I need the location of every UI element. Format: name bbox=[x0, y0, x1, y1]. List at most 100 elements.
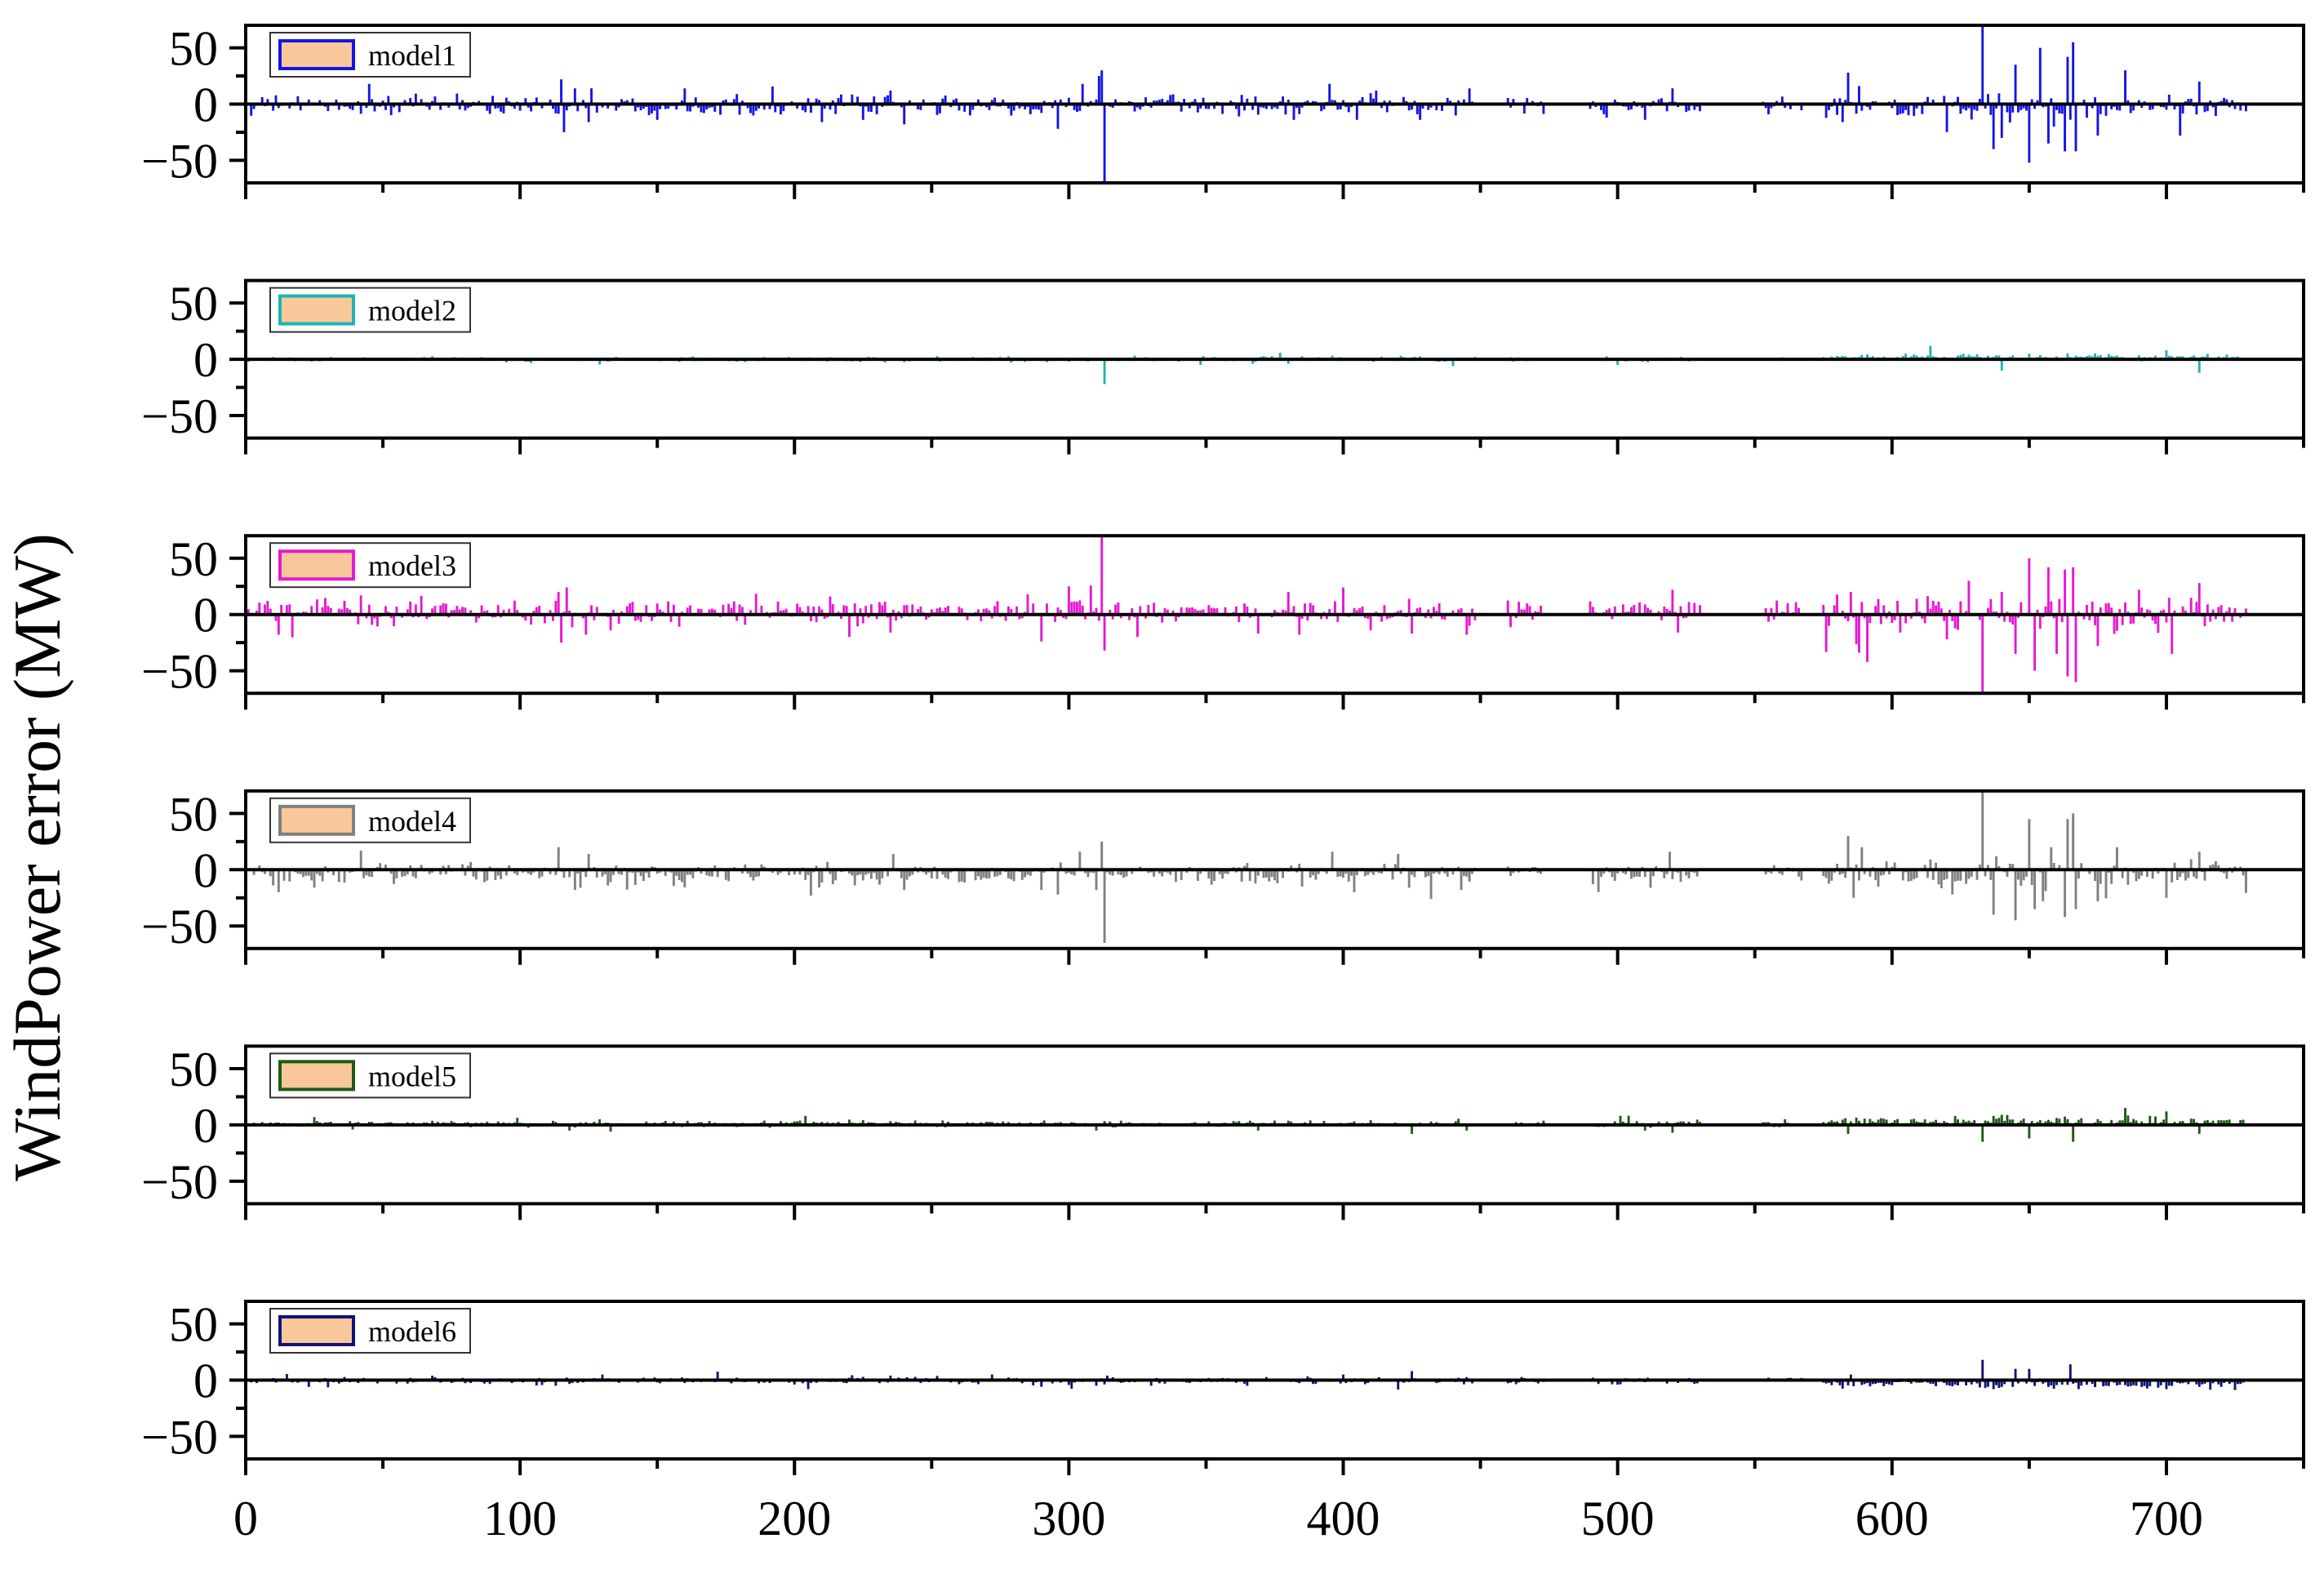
bar bbox=[1336, 614, 1340, 622]
bar bbox=[1273, 1120, 1276, 1125]
bar bbox=[700, 869, 703, 874]
bar bbox=[389, 614, 393, 619]
bar bbox=[689, 869, 691, 875]
bar bbox=[2022, 104, 2025, 109]
bar bbox=[540, 1380, 544, 1385]
bar bbox=[2162, 609, 2166, 615]
bar bbox=[1342, 1374, 1344, 1381]
bar bbox=[2137, 100, 2140, 104]
bar bbox=[1775, 600, 1779, 615]
bar bbox=[719, 104, 722, 115]
bar bbox=[1243, 865, 1246, 870]
bar bbox=[629, 603, 632, 615]
bar bbox=[1663, 869, 1666, 878]
bar bbox=[1682, 614, 1685, 619]
bar bbox=[754, 594, 758, 615]
bar bbox=[1506, 98, 1509, 104]
bar bbox=[1871, 1121, 1874, 1125]
bar bbox=[2088, 355, 2091, 360]
bar bbox=[601, 869, 604, 877]
bar bbox=[1262, 869, 1265, 878]
bar bbox=[722, 100, 725, 104]
bar bbox=[587, 854, 590, 870]
bar bbox=[889, 614, 892, 633]
bar bbox=[895, 614, 898, 621]
bar bbox=[909, 869, 911, 877]
bar bbox=[1992, 1115, 1995, 1125]
bar bbox=[1838, 1380, 1842, 1385]
bar bbox=[1978, 1380, 1981, 1388]
bar bbox=[2099, 607, 2102, 615]
bar bbox=[804, 869, 807, 880]
bar bbox=[554, 104, 558, 113]
bar bbox=[913, 1120, 917, 1125]
bar bbox=[1882, 1380, 1886, 1386]
bar bbox=[337, 869, 340, 883]
bar bbox=[625, 100, 629, 104]
bar bbox=[1471, 869, 1473, 874]
bar bbox=[393, 614, 395, 627]
bar bbox=[1300, 869, 1304, 887]
legend-label: model1 bbox=[368, 39, 456, 72]
bar bbox=[1040, 869, 1043, 891]
bar bbox=[1959, 869, 1962, 881]
bar bbox=[746, 104, 749, 109]
bar bbox=[2121, 614, 2124, 625]
bar bbox=[1062, 614, 1065, 618]
legend-model2: model2 bbox=[269, 287, 471, 333]
bar bbox=[1454, 104, 1457, 116]
bar bbox=[669, 614, 673, 622]
bar bbox=[2173, 104, 2176, 110]
bar bbox=[1591, 607, 1594, 615]
bar bbox=[1256, 1124, 1260, 1131]
bar bbox=[793, 869, 796, 875]
bar bbox=[576, 104, 580, 112]
bar bbox=[2028, 354, 2031, 360]
bar bbox=[925, 614, 928, 620]
bar bbox=[1951, 1380, 1954, 1387]
bar bbox=[1331, 852, 1334, 870]
bar bbox=[1180, 869, 1183, 880]
bar bbox=[2113, 614, 2116, 634]
bar bbox=[2110, 1119, 2113, 1125]
bar bbox=[2060, 1380, 2064, 1385]
bar bbox=[851, 869, 854, 876]
bar bbox=[1951, 614, 1954, 621]
bar bbox=[2244, 869, 2247, 893]
bar bbox=[903, 104, 906, 125]
bar bbox=[1344, 869, 1348, 874]
bar bbox=[1007, 606, 1010, 615]
bar bbox=[595, 104, 598, 113]
bar bbox=[839, 614, 842, 619]
bar bbox=[1967, 869, 1971, 879]
bar bbox=[2211, 864, 2215, 870]
bar bbox=[2233, 607, 2237, 615]
bar bbox=[938, 607, 941, 615]
bar bbox=[1665, 608, 1669, 615]
bar bbox=[2094, 869, 2096, 882]
bar bbox=[535, 97, 538, 104]
bar bbox=[1103, 1121, 1106, 1125]
bar bbox=[2137, 355, 2140, 360]
bar bbox=[1605, 104, 1608, 118]
bar bbox=[963, 104, 966, 112]
bar bbox=[2096, 104, 2100, 136]
bar bbox=[288, 869, 291, 882]
bar bbox=[398, 104, 401, 113]
bar bbox=[815, 865, 818, 870]
bar bbox=[478, 614, 481, 619]
bar bbox=[1764, 607, 1767, 615]
bar bbox=[500, 104, 503, 112]
bar bbox=[1638, 869, 1641, 877]
bar bbox=[384, 606, 387, 615]
bar bbox=[1188, 104, 1191, 109]
bar bbox=[2020, 602, 2023, 615]
bar bbox=[307, 99, 310, 104]
bar bbox=[508, 608, 511, 615]
bar bbox=[2203, 1380, 2206, 1384]
bar bbox=[796, 104, 799, 109]
bar bbox=[395, 869, 398, 878]
bar bbox=[1389, 614, 1392, 619]
y-tick-label: 50 bbox=[169, 277, 218, 331]
